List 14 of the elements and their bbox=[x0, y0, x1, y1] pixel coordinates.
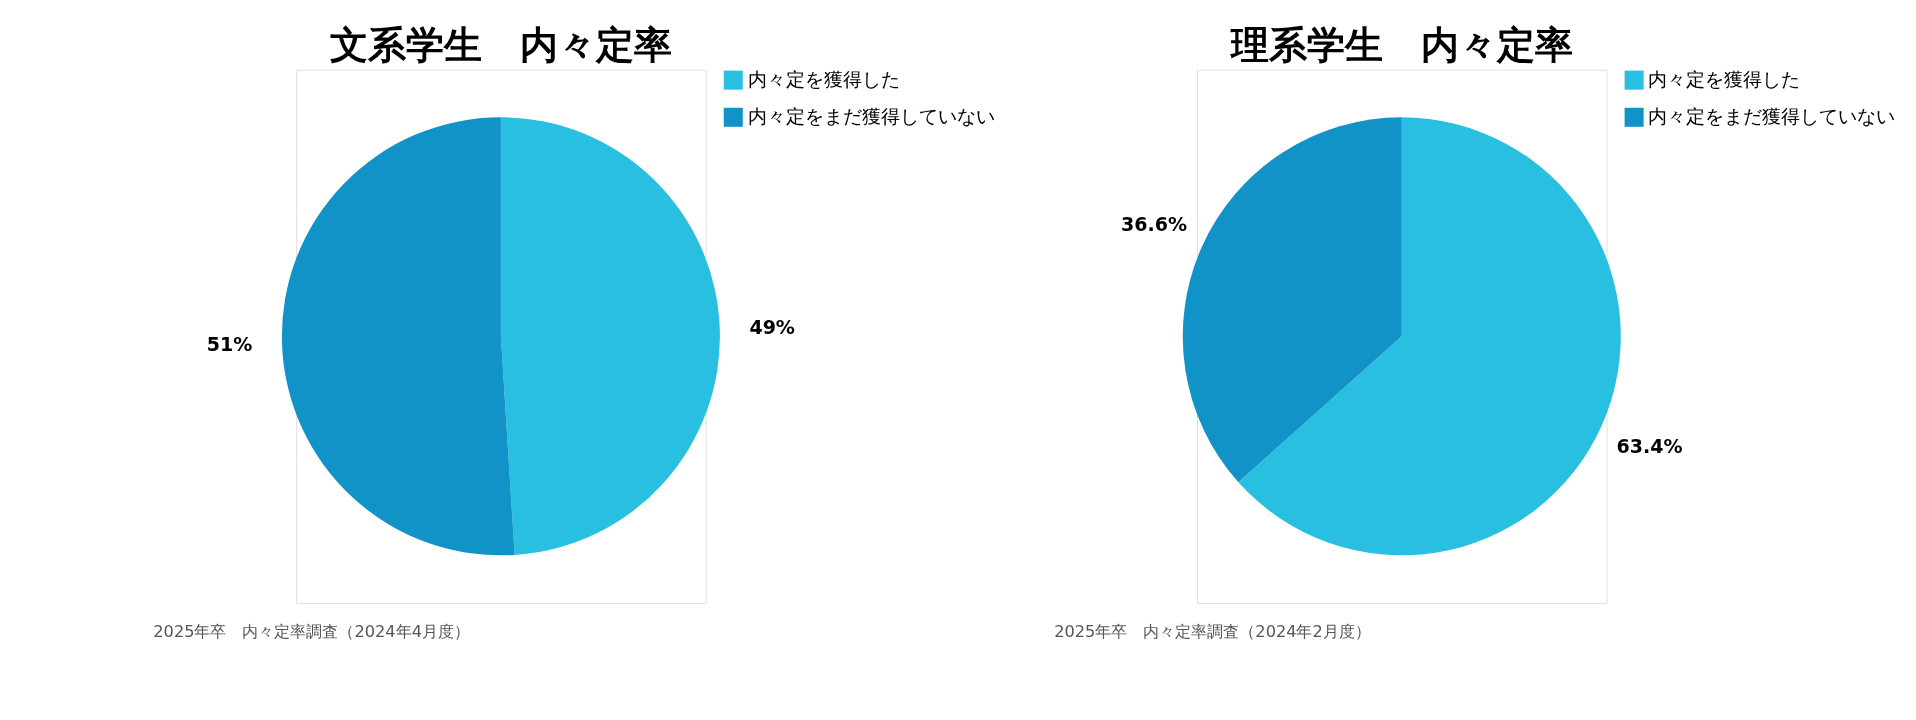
legend-label: 内々定を獲得した bbox=[1648, 67, 1801, 90]
text: 2025年卒 内々定率調査（2024年2月度） bbox=[1054, 622, 1371, 642]
data-label: 51% bbox=[206, 332, 253, 355]
data-label: 63.4% bbox=[1616, 434, 1683, 457]
data-label: 49% bbox=[749, 315, 795, 338]
chart-title: 文系学生 内々定率 bbox=[329, 23, 672, 68]
legend-label: 内々定をまだ獲得していない bbox=[747, 105, 995, 127]
legend-label: 内々定をまだ獲得していない bbox=[1648, 105, 1896, 127]
pie-slice bbox=[281, 117, 515, 555]
legend-label: 内々定を獲得した bbox=[747, 67, 900, 90]
chart-title: 理系学生 内々定率 bbox=[1229, 23, 1573, 68]
text: 2025年卒 内々定率調査（2024年4月度） bbox=[153, 622, 470, 642]
data-label: 36.6% bbox=[1121, 213, 1188, 236]
pie-slice bbox=[500, 117, 720, 555]
